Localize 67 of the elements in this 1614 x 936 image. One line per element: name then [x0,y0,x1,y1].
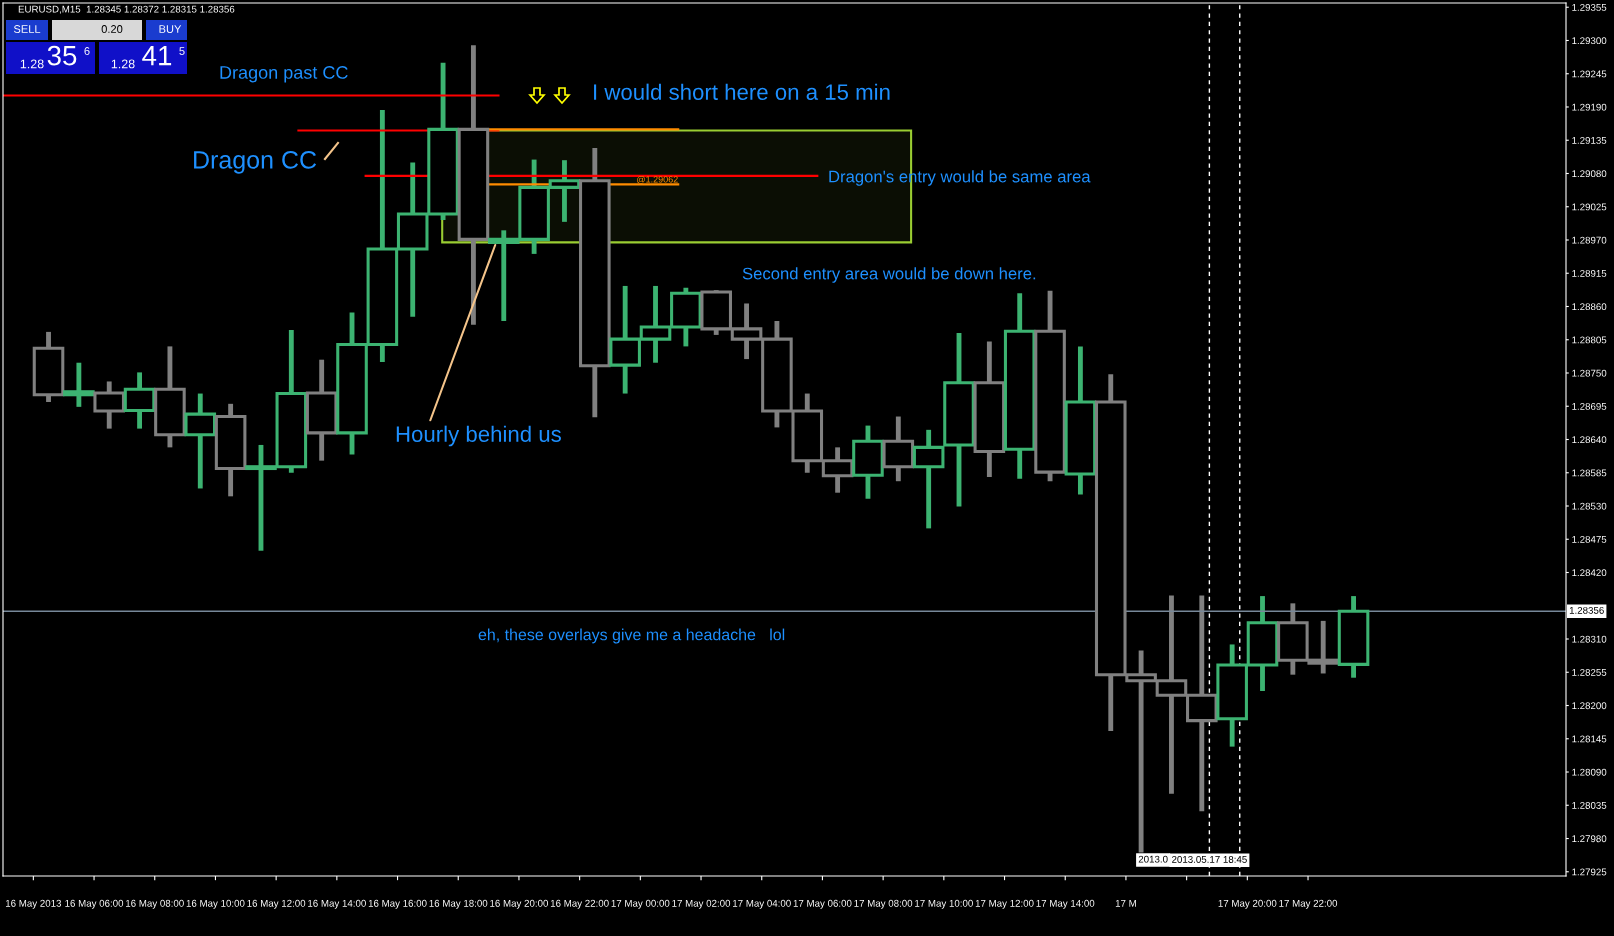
y-tick-label: 1.28805 [1572,336,1607,344]
y-tick-label: 1.27980 [1572,835,1607,843]
x-tick-label: 16 May 2013 [5,899,62,909]
y-tick-label: 1.29025 [1572,203,1607,211]
annotation: 5 [179,47,185,55]
y-tick-label: 1.28640 [1572,436,1607,444]
y-tick-label: 1.29300 [1572,37,1607,45]
ref-line-label: @1.29062 [637,175,678,184]
y-tick-label: 1.28420 [1572,569,1607,577]
x-tick-label: 16 May 14:00 [308,899,366,909]
x-tick-label: 16 May 06:00 [65,899,124,909]
ref-line-label: 2013.05.17 18:45 [1172,856,1247,863]
x-tick-label: 17 May 04:00 [733,899,791,909]
x-tick-label: 16 May 20:00 [490,899,549,909]
y-tick-label: 1.28475 [1572,535,1607,543]
y-tick-label: 1.28750 [1572,369,1607,377]
annotation: SELL [13,25,41,33]
chart-title: EURUSD,M15 1.28345 1.28372 1.28315 1.28356 [18,5,235,14]
annotation: 1.28 [20,59,44,69]
y-tick-label: 1.28090 [1572,768,1607,776]
y-tick-label: 1.28255 [1572,668,1607,676]
y-tick-label: 1.28310 [1572,635,1607,643]
annotation: 1.28 [111,59,135,69]
y-tick-label: 1.29245 [1572,70,1607,78]
annotation: 2013.0 [1138,855,1168,863]
y-tick-label: 1.28860 [1572,303,1607,311]
x-tick-label: 17 May 00:00 [611,899,670,909]
x-tick-label: 16 May 18:00 [429,899,488,909]
annotation: 41 [142,46,172,66]
x-tick-label: 17 M [1115,899,1136,907]
annotation: Dragon CC [194,151,317,174]
x-tick-label: 16 May 22:00 [550,899,609,909]
y-tick-label: 1.27925 [1572,868,1607,876]
y-tick-label: 1.28200 [1572,702,1607,710]
y-tick-label: 1.28970 [1572,236,1607,244]
x-tick-label: 17 May 10:00 [915,899,973,909]
y-tick-label: 1.29080 [1572,170,1607,178]
x-tick-label: 16 May 10:00 [186,899,245,909]
x-tick-label: 17 May 22:00 [1279,899,1338,909]
x-tick-label: 16 May 16:00 [368,899,427,909]
x-tick-label: 17 May 12:00 [975,899,1034,909]
x-tick-label: 16 May 08:00 [126,899,184,909]
annotation: 0.20 [101,25,123,33]
annotation: Dragon past CC [220,66,348,83]
x-tick-label: 17 May 14:00 [1036,899,1095,909]
y-tick-label: 1.28915 [1572,269,1607,277]
y-tick-label: 1.29190 [1572,103,1607,111]
annotation: eh, these overlays give me a headache lol [478,628,785,644]
x-tick-label: 17 May 08:00 [854,899,913,909]
x-tick-label: 17 May 20:00 [1218,899,1277,909]
annotation: 35 [47,45,77,66]
x-tick-label: 16 May 12:00 [247,899,306,909]
y-tick-label: 1.28035 [1572,802,1607,809]
annotation: Hourly behind us [396,425,561,447]
x-tick-label: 17 May 02:00 [672,899,731,909]
y-tick-label: 1.28145 [1572,735,1607,743]
y-tick-label: 1.29355 [1572,3,1607,11]
annotation: I would short here on a 15 min [594,83,890,100]
y-tick-label: 1.29135 [1572,136,1607,144]
y-tick-label: 1.28695 [1572,402,1607,410]
ref-line-label: 1.28356 [1569,606,1604,614]
annotation: BUY [159,25,182,33]
annotation: Second entry area would be down here. [742,267,1036,283]
annotation: 6 [84,47,90,55]
y-tick-label: 1.28585 [1572,469,1607,477]
x-tick-label: 17 May 06:00 [793,899,852,909]
y-tick-label: 1.28530 [1572,502,1607,510]
